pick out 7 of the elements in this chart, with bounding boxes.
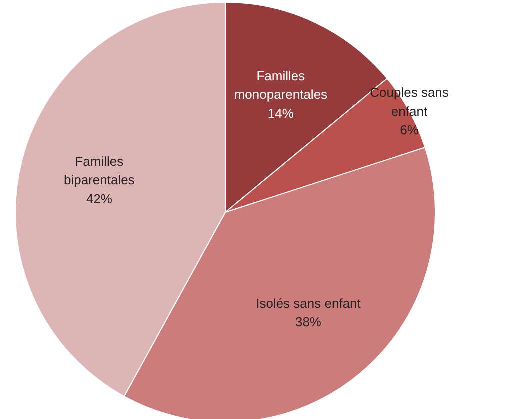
data-label: 14%: [268, 106, 294, 121]
slice-label: Familles monoparentales: [234, 68, 328, 102]
data-label: 6%: [400, 122, 420, 138]
slice-label: Isolés sans enfant: [256, 296, 362, 311]
data-label: 38%: [295, 314, 322, 330]
slice-label: Familles biparentales: [64, 154, 136, 188]
data-label: 42%: [86, 191, 113, 206]
